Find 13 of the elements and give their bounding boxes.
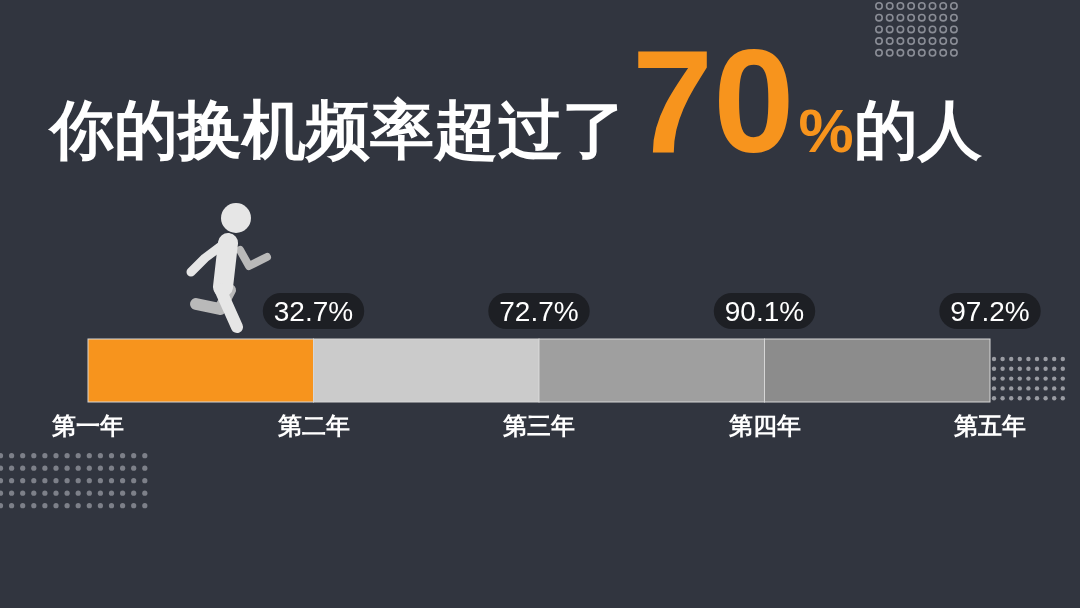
data-label: 72.7% bbox=[488, 293, 590, 329]
data-label: 32.7% bbox=[273, 296, 354, 327]
data-label: 72.7% bbox=[499, 296, 579, 327]
data-label: 90.1% bbox=[713, 293, 816, 329]
data-label: 97.2% bbox=[950, 296, 1030, 327]
data-label: 32.7% bbox=[262, 293, 365, 329]
category-label: 第三年 bbox=[503, 412, 575, 439]
category-label: 第二年 bbox=[277, 412, 350, 439]
category-label: 第四年 bbox=[728, 412, 801, 439]
category-label: 第一年 bbox=[52, 412, 124, 439]
category-label: 第五年 bbox=[954, 412, 1026, 439]
data-label: 97.2% bbox=[939, 293, 1041, 329]
data-label: 90.1% bbox=[724, 296, 805, 327]
